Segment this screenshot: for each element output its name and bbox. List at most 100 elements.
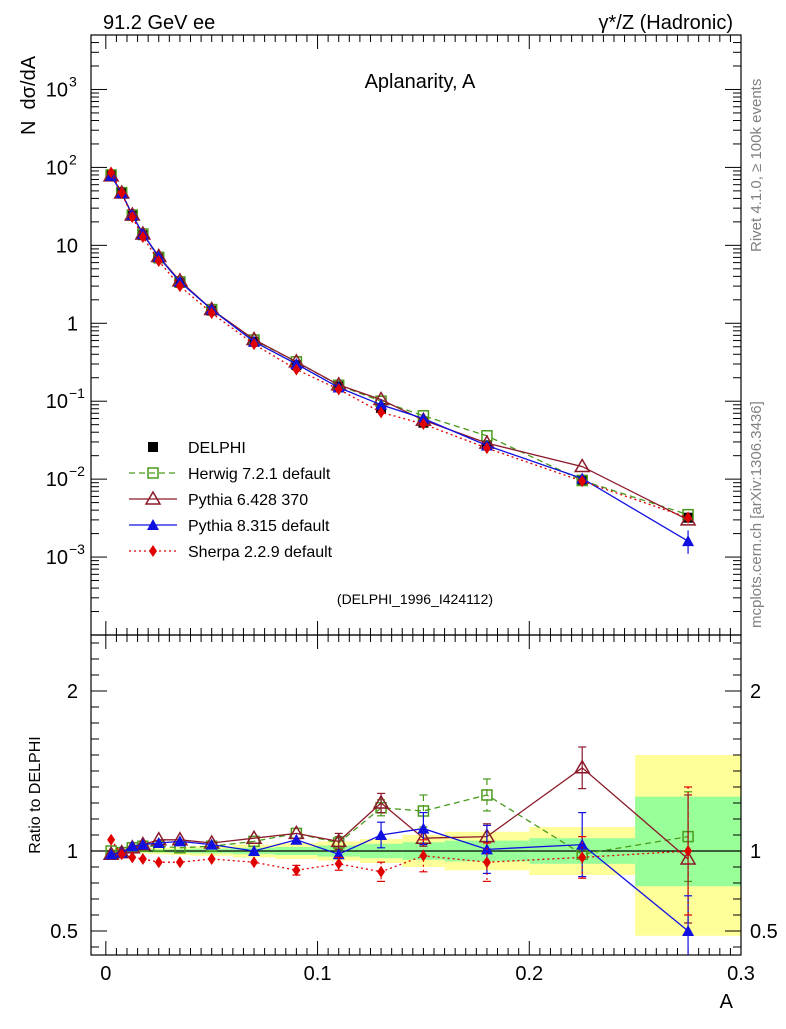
main-series-4 [107,166,693,524]
ratio-ytick-label-0: 0.5 [50,921,78,943]
legend-item-0: DELPHI [148,440,246,457]
legend-label-4: Sherpa 2.2.9 default [188,544,333,561]
ratio-point-s3-11 [419,849,428,862]
main-point-s4-0 [107,166,116,179]
ratio-point-s2-3 [136,838,149,850]
ratio-xtick-label-2: 0.2 [515,963,543,985]
ratio-point-s3-14 [684,845,693,857]
legend-item-2: Pythia 6.428 370 [129,490,308,509]
main-ytick-label-0: 10 −3 [46,541,85,569]
main-point-s4-6 [207,307,216,320]
main-series-3 [105,169,695,547]
main-ytick-base-0: 10 [46,547,68,569]
main-point-s4-5 [175,280,184,293]
legend-marker-2 [144,490,162,505]
main-ytick-label-1: 10 −2 [46,463,85,491]
main-point-s3-11 [417,412,430,424]
main-point-s2-13 [573,458,591,473]
ratio-point-s3-0 [107,833,116,846]
legend: DELPHI Herwig 7.2.1 default Pythia 6.428 3… [129,440,333,561]
main-point-s4-2 [128,211,137,224]
x-axis-label: A [720,991,734,1013]
main-ytick-base-4: 10 [56,235,78,257]
side-label-rivet: Rivet 4.1.0, ≥ 100k events [748,79,765,252]
ratio-series-3 [107,786,693,916]
main-ytick-base-2: 10 [46,391,68,413]
ratio-point-s2-14 [682,925,695,936]
ratio-point-s2-4 [152,837,165,848]
ratio-point-s2-8 [290,833,303,845]
ratio-point-s2-13 [576,838,589,850]
legend-label-1: Herwig 7.2.1 default [188,466,331,483]
ratio-point-s3-8 [292,864,301,877]
main-point-s4-12 [482,442,491,455]
ratio-point-s3-2 [128,851,137,864]
ratio-point-s2-2 [126,840,139,852]
header-right: γ*/Z (Hadronic) [599,12,733,34]
main-ytick-base-6: 10 [46,79,68,101]
main-title: Aplanarity, A [365,71,476,93]
ratio-point-s1-9 [330,832,348,848]
main-series-line-1 [110,174,689,516]
ratio-xtick-label-1: 0.1 [304,963,332,985]
main-point-s4-9 [334,383,343,396]
ratio-ylabel: Ratio to DELPHI [27,736,44,853]
main-point-s3-8 [290,358,303,370]
main-ytick-base-3: 1 [67,313,78,335]
main-point-s4-7 [250,338,259,351]
ratio-point-s2-0 [105,848,118,860]
ratio-xtick-label-0: 0 [100,963,111,985]
ratio-point-s2-9 [332,848,345,860]
ratio-point-s2-6 [205,838,218,850]
main-ytick-exp-0: −3 [69,541,85,557]
ratio-point-s2-7 [248,845,261,856]
legend-item-3: Pythia 8.315 default [129,518,330,535]
legend-label-3: Pythia 8.315 default [188,518,330,535]
main-point-s4-13 [578,475,587,488]
legend-label-0: DELPHI [188,440,246,457]
ratio-ytick-label-right-2: 2 [750,681,761,703]
ratio-ytick-label-2: 2 [67,681,78,703]
main-point-s4-10 [377,406,386,419]
header-left: 91.2 GeV ee [103,12,215,34]
ratio-point-s1-10 [372,794,390,809]
ratio-point-s3-10 [377,865,386,878]
main-ytick-label-5: 10 2 [46,151,77,179]
ratio-ytick-label-right-1: 1 [750,841,761,863]
main-ytick-exp-2: −1 [69,385,85,401]
main-ytick-exp-6: 3 [69,73,77,89]
main-point-s3-10 [375,398,388,410]
ratio-plot-layer: 0 0.1 0.2 0.3 0.5 0.5 1 1 2 2 [50,634,778,985]
legend-marker-3 [147,519,159,530]
legend-item-4: Sherpa 2.2.9 default [129,544,333,561]
main-ytick-label-2: 10 −1 [46,385,85,413]
ratio-point-s2-10 [375,829,388,840]
main-ytick-label-4: 10 [56,235,78,257]
main-ytick-base-1: 10 [46,469,68,491]
main-ytick-base-5: 10 [46,157,68,179]
main-ylabel: N dσ/dA [18,55,40,135]
ratio-point-s3-9 [334,857,343,870]
main-point-s4-11 [419,417,428,430]
main-point-s2-14 [679,511,697,526]
ratio-xtick-label-3: 0.3 [727,963,755,985]
ratio-point-s3-7 [250,856,259,869]
ratio-point-s3-12 [482,856,491,869]
legend-marker-4 [149,545,157,557]
main-point-s4-4 [154,254,163,267]
main-ytick-label-3: 1 [67,313,78,335]
main-ytick-exp-1: −2 [69,463,85,479]
ratio-point-s0-12 [481,789,493,801]
ratio-point-s3-4 [154,856,163,869]
ratio-point-s2-5 [173,835,186,847]
ratio-point-s3-5 [175,856,184,869]
ratio-frame [90,634,742,956]
main-point-s4-8 [292,363,301,376]
ratio-point-s3-6 [207,853,216,865]
ratio-point-s1-7 [245,829,263,844]
legend-marker-0 [148,442,158,452]
main-point-s4-3 [138,230,147,243]
main-ytick-label-6: 10 3 [46,73,77,101]
